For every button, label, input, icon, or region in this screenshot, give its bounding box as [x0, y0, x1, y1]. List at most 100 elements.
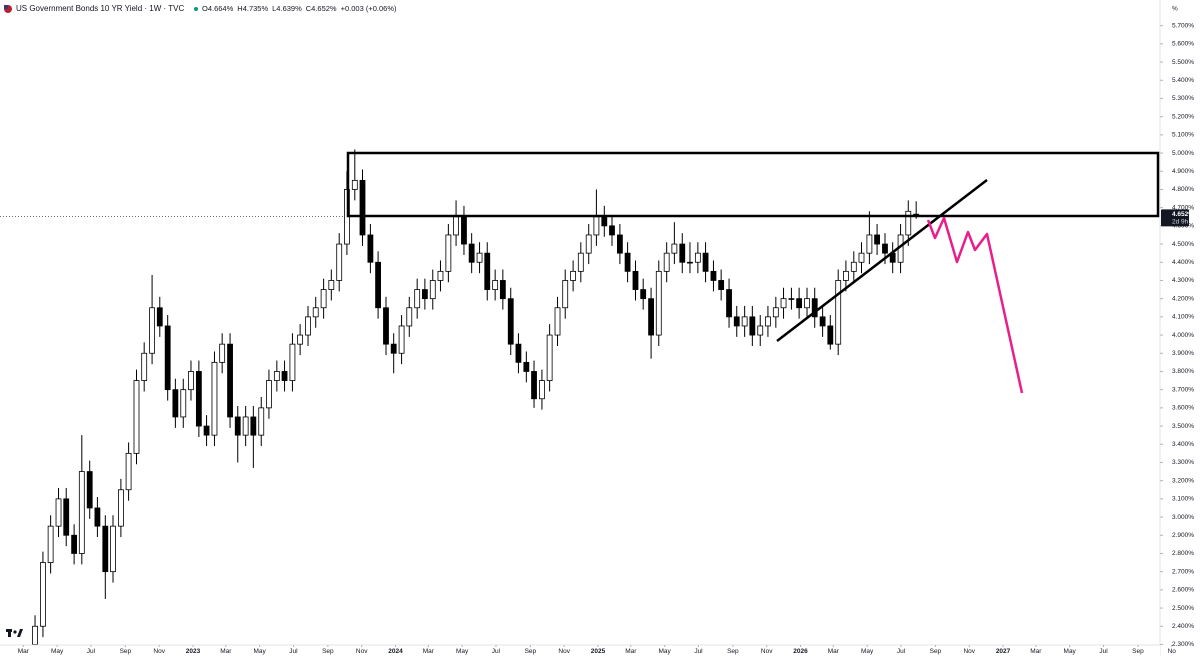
candle-body [281, 371, 288, 381]
candle-body [453, 216, 459, 236]
x-tick-label: Sep [120, 648, 132, 655]
candle-body [203, 425, 210, 436]
candle-body [640, 289, 647, 300]
candle-body [850, 261, 857, 272]
candle-body [539, 380, 545, 400]
y-tick-label: 4.000% [1172, 332, 1194, 339]
candle-body [86, 471, 93, 509]
x-tick-label: Nov [558, 648, 570, 655]
candle-body [554, 307, 561, 336]
candle-body [227, 343, 233, 418]
candle-body [796, 298, 803, 309]
legend-value: L4.639% [272, 4, 302, 13]
candle-body [78, 471, 85, 554]
y-tick-label: 5.400% [1172, 77, 1194, 84]
x-tick-label: Sep [1132, 648, 1144, 655]
y-tick-label: 5.700% [1172, 22, 1194, 29]
candle-body [195, 371, 202, 427]
candle-body [663, 252, 670, 272]
tv-logo [6, 629, 23, 637]
candle-body [375, 261, 381, 309]
y-tick-label: 3.600% [1172, 405, 1194, 412]
candle-body [874, 234, 880, 245]
candle-body [788, 298, 795, 300]
y-tick-label: 3.100% [1172, 496, 1194, 503]
candle-body [351, 179, 358, 190]
x-tick-label: May [456, 648, 469, 655]
logo-part [17, 629, 23, 637]
x-tick-label: May [1064, 648, 1077, 655]
candle-body [94, 507, 101, 527]
y-tick-label: 5.000% [1172, 150, 1194, 157]
candle-body [507, 298, 514, 345]
candle-body [819, 316, 826, 327]
x-tick-label: Jul [289, 648, 298, 655]
candle-body [585, 234, 592, 254]
y-tick-label: 3.500% [1172, 423, 1194, 430]
y-tick-label: 5.500% [1172, 59, 1194, 66]
candle-body [570, 270, 577, 281]
candle-body [180, 389, 187, 418]
candle-body [47, 525, 54, 563]
candle-body [593, 216, 600, 236]
candle-body [484, 252, 491, 290]
candle-body [804, 298, 810, 309]
y-tick-label: 2.600% [1172, 587, 1194, 594]
candle-body [414, 289, 421, 309]
candle-body [141, 352, 148, 381]
legend-value: O4.664% [202, 4, 234, 13]
y-tick-label: 4.900% [1172, 168, 1194, 175]
price-tag [1161, 209, 1189, 227]
x-tick-label: Nov [153, 648, 165, 655]
x-tick-label: Jul [897, 648, 906, 655]
y-tick-label: 3.900% [1172, 350, 1194, 357]
legend-value: H4.735% [237, 4, 268, 13]
x-tick-label: Mar [828, 648, 840, 655]
y-tick-label: 3.800% [1172, 368, 1194, 375]
market-status [194, 7, 198, 11]
time-axis [0, 645, 1160, 656]
candle-body [741, 316, 748, 327]
y-tick-label: 4.400% [1172, 259, 1194, 266]
candle-body [102, 525, 109, 573]
candle-body [188, 371, 194, 391]
candle-body [905, 210, 912, 236]
candle-body [234, 416, 241, 436]
x-tick-label: 2025 [591, 648, 606, 655]
y-tick-label: 5.200% [1172, 113, 1194, 120]
candle-body [242, 416, 249, 436]
candle-body [258, 407, 265, 436]
y-tick-label: 5.100% [1172, 132, 1194, 139]
x-tick-label: May [659, 648, 672, 655]
x-tick-label: Sep [930, 648, 942, 655]
candle-body [55, 498, 62, 527]
y-tick-label: 3.700% [1172, 386, 1194, 393]
logo-part [13, 630, 17, 634]
y-tick-label: 2.500% [1172, 605, 1194, 612]
y-tick-label: 4.200% [1172, 295, 1194, 302]
candle-body [421, 289, 428, 300]
trend-line [776, 179, 988, 342]
candle-body [320, 289, 327, 309]
candle-body [694, 252, 701, 263]
candle-body [679, 243, 686, 263]
candle-body [772, 307, 779, 318]
candle-body [336, 243, 343, 281]
x-tick-label: Jul [492, 648, 501, 655]
candle-body [172, 389, 179, 418]
y-tick-label: 2.800% [1172, 550, 1194, 557]
flag-canton [4, 5, 8, 9]
candle-body [492, 280, 499, 290]
y-tick-label: 3.300% [1172, 459, 1194, 466]
candle-body [219, 343, 226, 363]
x-tick-label: 2027 [996, 648, 1011, 655]
candle-body [445, 234, 452, 272]
y-tick-label: 3.200% [1172, 477, 1194, 484]
y-tick-label: 2.700% [1172, 568, 1194, 575]
x-tick-label: Mar [625, 648, 637, 655]
x-tick-label: Mar [18, 648, 30, 655]
candle-body [273, 371, 280, 381]
y-tick-label: 3.400% [1172, 441, 1194, 448]
candle-body [780, 298, 787, 309]
candle-body [546, 334, 553, 381]
